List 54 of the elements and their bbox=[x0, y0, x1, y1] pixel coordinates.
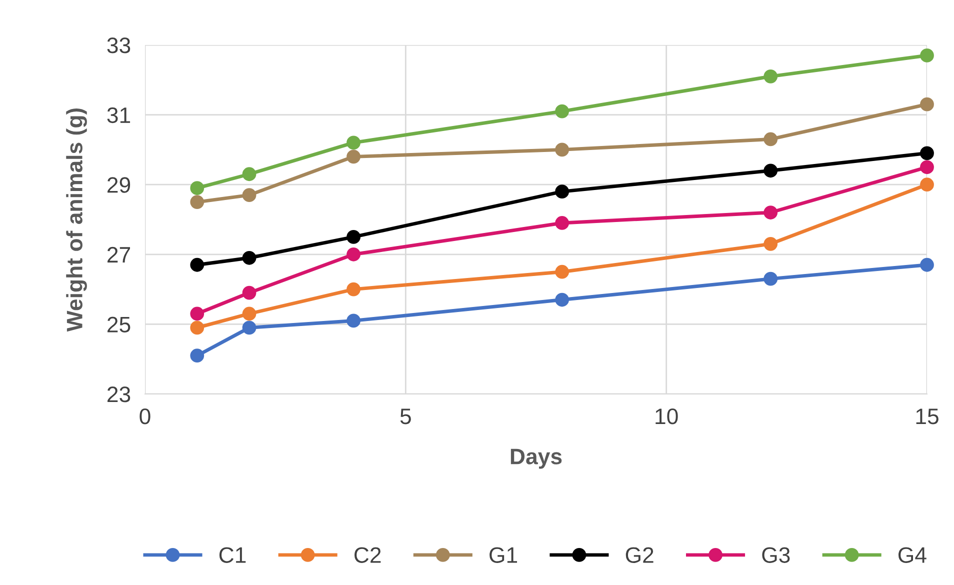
x-tick-label: 15 bbox=[916, 408, 938, 424]
y-tick-label: 23 bbox=[108, 386, 130, 402]
point bbox=[346, 136, 360, 150]
legend-label: G2 bbox=[626, 547, 654, 563]
point bbox=[242, 286, 256, 300]
point bbox=[764, 69, 778, 84]
point bbox=[346, 282, 360, 296]
point bbox=[555, 142, 570, 157]
y-tick-label: 33 bbox=[107, 38, 130, 54]
legend-label: G4 bbox=[898, 547, 926, 563]
point bbox=[920, 48, 934, 62]
point bbox=[190, 258, 204, 272]
y-axis-title: Weight of animals (g) bbox=[66, 108, 87, 332]
point bbox=[190, 195, 204, 209]
y-tick-label: 25 bbox=[108, 316, 130, 332]
point bbox=[764, 272, 778, 286]
y-tick-label: 27 bbox=[108, 246, 130, 262]
y-tick-label: 29 bbox=[108, 177, 130, 193]
point bbox=[764, 206, 778, 220]
point bbox=[242, 188, 256, 202]
legend-label: C2 bbox=[354, 547, 381, 563]
legend-label: G1 bbox=[490, 547, 518, 563]
point bbox=[920, 258, 934, 272]
point bbox=[242, 320, 256, 335]
point bbox=[190, 306, 204, 321]
point bbox=[920, 146, 934, 160]
point bbox=[190, 348, 204, 363]
point bbox=[555, 184, 570, 199]
x-tick-label: 5 bbox=[400, 408, 411, 424]
x-tick-label: 10 bbox=[656, 408, 678, 424]
point bbox=[242, 250, 256, 265]
point bbox=[920, 178, 934, 192]
point bbox=[555, 264, 570, 279]
y-tick-label: 31 bbox=[107, 107, 130, 124]
x-axis-title: Days bbox=[510, 448, 562, 469]
point bbox=[555, 292, 570, 307]
point bbox=[242, 306, 256, 321]
x-tick-label: 0 bbox=[140, 408, 150, 424]
legend-label: C1 bbox=[219, 547, 246, 563]
point bbox=[920, 160, 934, 174]
point bbox=[190, 320, 204, 335]
legend-label: G3 bbox=[762, 547, 790, 563]
point bbox=[764, 164, 778, 178]
point bbox=[346, 150, 360, 164]
point bbox=[190, 181, 204, 196]
point bbox=[555, 104, 570, 118]
point bbox=[555, 216, 570, 230]
point bbox=[346, 314, 360, 328]
point bbox=[920, 97, 934, 112]
point bbox=[346, 230, 360, 244]
point bbox=[764, 132, 778, 146]
point bbox=[242, 167, 256, 182]
point bbox=[764, 236, 778, 251]
point bbox=[346, 247, 360, 262]
